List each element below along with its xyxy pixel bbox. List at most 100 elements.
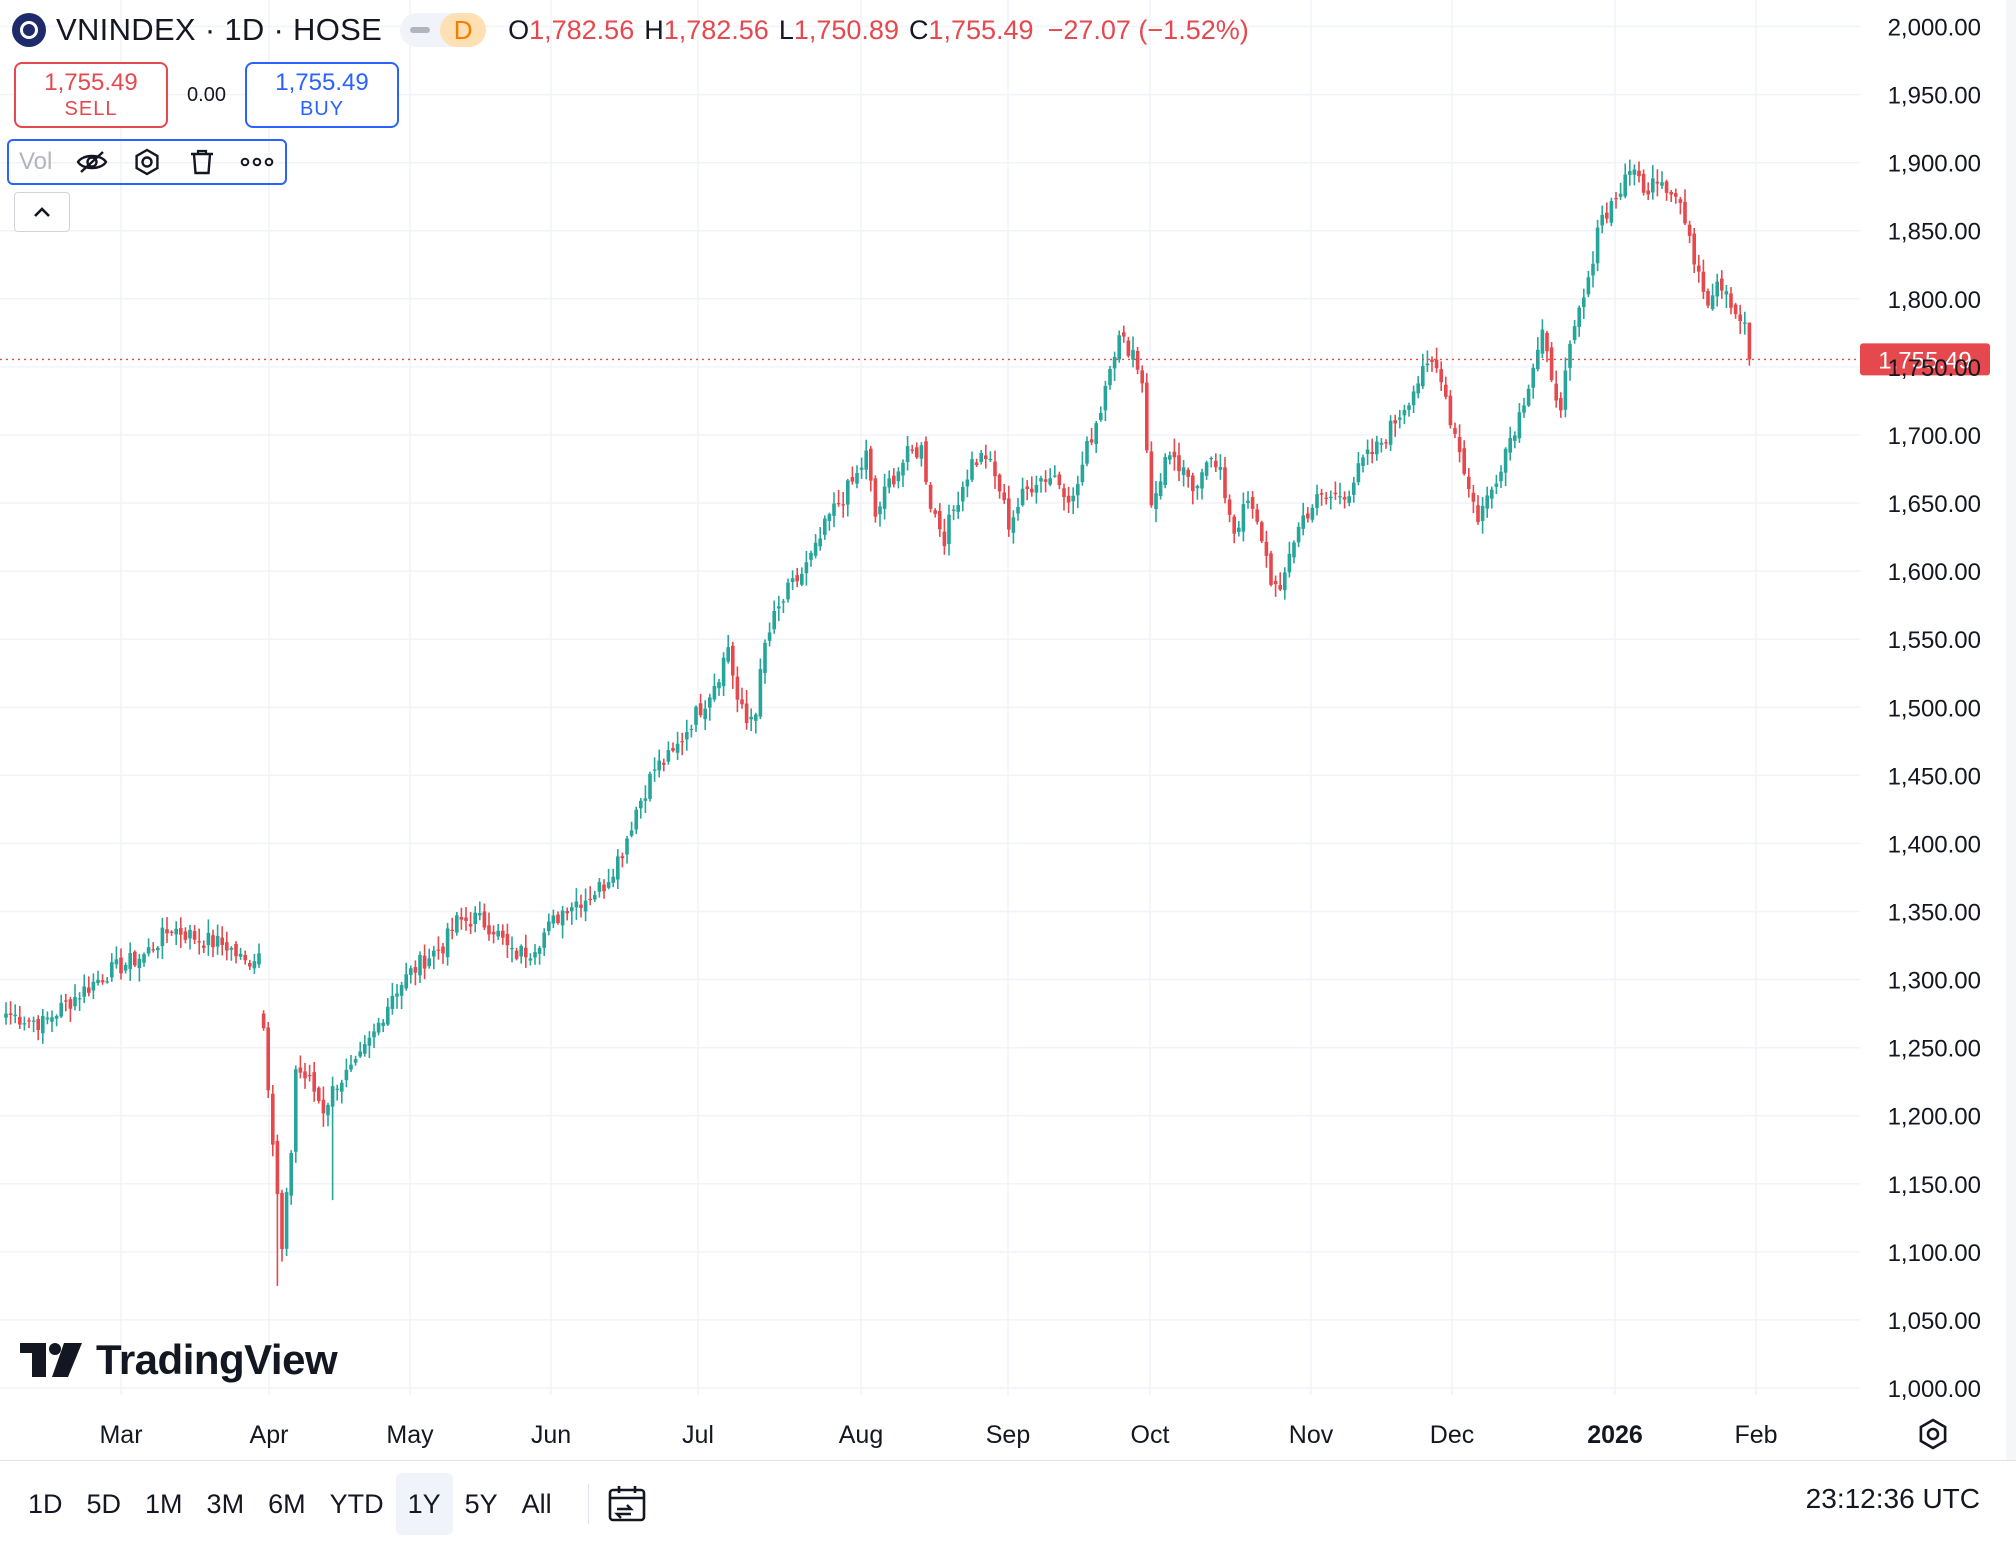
candle-body	[31, 1020, 36, 1022]
buy-price: 1,755.49	[275, 69, 369, 96]
candle-body	[464, 917, 468, 921]
candle-body	[855, 472, 859, 484]
settings-icon[interactable]	[119, 141, 174, 183]
candle-body	[1720, 278, 1724, 291]
eye-off-icon[interactable]	[64, 141, 119, 183]
candle-body	[1255, 509, 1259, 522]
axis-settings-icon[interactable]	[1915, 1416, 1951, 1452]
candle-body	[1407, 405, 1411, 410]
tradingview-logo[interactable]: TradingView	[20, 1336, 338, 1384]
candle-body	[1099, 412, 1103, 421]
range-5d[interactable]: 5D	[86, 1488, 122, 1519]
candle-body	[358, 1051, 362, 1057]
range-ytd[interactable]: YTD	[329, 1488, 384, 1519]
candle-body	[1145, 382, 1149, 451]
candle-body	[694, 706, 698, 725]
candle-body	[128, 952, 132, 969]
candle-body	[1646, 190, 1650, 195]
candle-body	[616, 856, 620, 880]
price-tick-label: 1,950.00	[1888, 83, 1981, 110]
legend-header: VNINDEX · 1D · HOSE D O 1,782.56 H 1,782.5…	[12, 10, 1249, 50]
candle-body	[528, 958, 533, 961]
candle-body	[455, 915, 459, 933]
candle-body	[1149, 451, 1154, 506]
buy-button[interactable]: 1,755.49 BUY	[245, 62, 399, 128]
sell-button[interactable]: 1,755.49 SELL	[14, 62, 168, 128]
range-1d[interactable]: 1D	[28, 1488, 63, 1519]
candle-body	[882, 486, 887, 509]
volume-indicator-bar[interactable]: Vol	[7, 139, 287, 185]
candle-body	[496, 930, 500, 937]
range-3m[interactable]: 3M	[206, 1488, 245, 1519]
candle-body	[1600, 214, 1604, 226]
candle-body	[243, 954, 247, 961]
candle-body	[1701, 271, 1706, 292]
candle-body	[974, 462, 979, 466]
candle-body	[1444, 384, 1448, 397]
candle-body	[192, 931, 197, 940]
candle-body	[514, 950, 519, 959]
candle-body	[648, 773, 652, 799]
candle-body	[418, 954, 422, 976]
candle-body	[238, 953, 243, 957]
candle-body	[1296, 526, 1301, 543]
candle-body	[1471, 492, 1476, 502]
candle-body	[1301, 515, 1305, 529]
candle-body	[1232, 516, 1236, 534]
range-6m[interactable]: 6M	[268, 1488, 306, 1519]
candle-body	[1112, 356, 1117, 369]
trash-icon[interactable]	[175, 141, 230, 183]
candle-body	[1572, 326, 1577, 340]
candle-body	[1241, 504, 1246, 532]
candle-body	[1733, 304, 1738, 315]
candle-body	[712, 686, 717, 700]
candle-body	[1080, 464, 1085, 482]
candle-body	[1605, 212, 1609, 219]
symbol-title[interactable]: VNINDEX · 1D · HOSE	[56, 12, 383, 47]
clock[interactable]: 23:12:36 UTC	[1805, 1483, 1980, 1514]
go-to-date-icon[interactable]	[607, 1485, 647, 1523]
candle-body	[767, 632, 772, 641]
more-icon[interactable]	[230, 141, 285, 183]
candle-body	[1287, 553, 1292, 573]
candle-body	[1076, 483, 1080, 496]
range-1m[interactable]: 1M	[145, 1488, 183, 1519]
candle-body	[1421, 365, 1425, 387]
candle-body	[643, 798, 648, 801]
candle-body	[666, 750, 671, 762]
candle-body	[1181, 467, 1186, 476]
candle-body	[602, 884, 606, 892]
candle-body	[137, 958, 142, 968]
candle-body	[1462, 448, 1466, 474]
volume-indicator-name[interactable]: Vol	[19, 148, 53, 175]
candle-body	[197, 941, 201, 943]
candle-body	[36, 1019, 40, 1030]
candle-body	[657, 760, 661, 771]
candle-body	[211, 935, 215, 948]
candle-body	[156, 947, 160, 951]
price-tick-label: 1,750.00	[1888, 355, 1981, 382]
candle-body	[1503, 448, 1508, 473]
collapse-legend-button[interactable]	[14, 192, 70, 232]
candle-body	[1094, 423, 1098, 445]
candle-body	[836, 503, 841, 505]
range-1y[interactable]: 1Y	[395, 1473, 453, 1535]
candle-body	[1724, 291, 1729, 295]
candle-body	[1209, 457, 1213, 460]
candle-body	[675, 743, 680, 753]
candle-body	[505, 934, 510, 946]
candle-body	[1499, 471, 1503, 482]
range-5y[interactable]: 5Y	[464, 1488, 498, 1519]
candle-body	[1039, 478, 1043, 482]
candle-body	[491, 931, 496, 935]
candle-body	[1250, 497, 1255, 509]
high-label: H	[644, 14, 664, 45]
candle-body	[832, 503, 836, 516]
candle-body	[298, 1067, 303, 1073]
market-status-pill[interactable]: D	[400, 13, 487, 47]
candle-body	[459, 916, 464, 920]
toolbar-divider	[587, 1484, 589, 1524]
candle-body	[717, 682, 721, 689]
range-all[interactable]: All	[521, 1488, 552, 1519]
